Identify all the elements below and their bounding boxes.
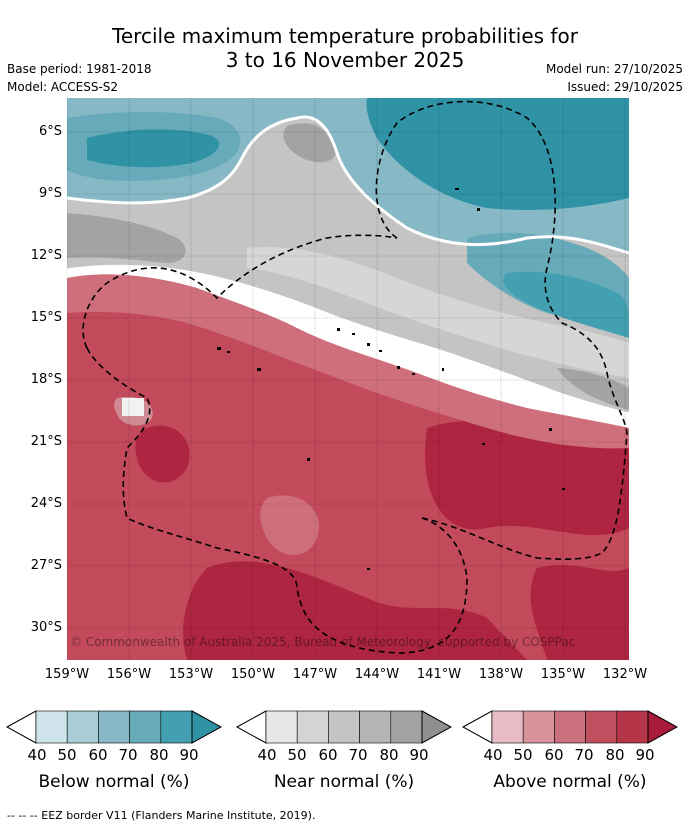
colorbar-segment	[129, 710, 162, 744]
above-normal-dark-patch	[425, 418, 629, 536]
colorbar-title-above: Above normal (%)	[493, 772, 647, 792]
below-normal-dark	[87, 129, 220, 168]
colorbar-tick: 40	[257, 746, 277, 764]
colorbar-extension-low	[236, 710, 267, 744]
colorbar-tick: 90	[635, 746, 655, 764]
lon-label: 147°W	[292, 667, 338, 682]
lat-label: 30°S	[30, 620, 62, 635]
colorbar-segment	[296, 710, 329, 744]
colorbar-near-normal	[236, 710, 452, 744]
lon-label: 141°W	[416, 667, 462, 682]
lon-label: 135°W	[540, 667, 586, 682]
below-normal-dark	[366, 98, 629, 210]
lon-label: 144°W	[354, 667, 400, 682]
below-normal-dark	[503, 271, 629, 338]
colorbar-tick: 90	[409, 746, 429, 764]
model-run: Model run: 27/10/2025	[545, 62, 683, 76]
colorbar-segment	[66, 710, 99, 744]
colorbar-below-normal	[6, 710, 222, 744]
colorbar-tick: 40	[27, 746, 47, 764]
eez-border-french-polynesia-north	[375, 100, 628, 434]
above-normal-dark-patch	[530, 565, 629, 660]
islands	[217, 188, 565, 570]
colorbar-extension-high	[421, 710, 452, 744]
colorbar-tick: 40	[483, 746, 503, 764]
lat-label: 6°S	[38, 124, 62, 139]
lat-label: 9°S	[38, 186, 62, 201]
colorbar-extension-low	[6, 710, 37, 744]
above-normal-light-patch	[260, 495, 319, 555]
map-title: Tercile maximum temperature probabilitie…	[0, 24, 690, 72]
eez-border-west	[86, 347, 468, 654]
eez-border-central	[82, 234, 398, 349]
colorbar-segment	[35, 710, 68, 744]
lat-label: 12°S	[30, 248, 62, 263]
colorbar-segment	[585, 710, 618, 744]
above-normal-light-patch	[67, 274, 629, 449]
copyright-watermark: © Commonwealth of Australia 2025, Bureau…	[70, 635, 576, 649]
issued-date: Issued: 29/10/2025	[567, 80, 683, 94]
probability-map	[67, 98, 629, 660]
lon-label: 138°W	[478, 667, 524, 682]
colorbar-segment	[160, 710, 193, 744]
colorbar-title-near: Near normal (%)	[273, 772, 415, 792]
colorbar-segment	[616, 710, 649, 744]
lon-label: 159°W	[44, 667, 90, 682]
colorbar-segment	[491, 710, 524, 744]
lon-label: 156°W	[106, 667, 152, 682]
colorbar-title-below: Below normal (%)	[38, 772, 190, 792]
base-period: Base period: 1981-2018	[7, 62, 152, 76]
colorbar-extension-high	[647, 710, 678, 744]
model-name: Model: ACCESS-S2	[7, 80, 119, 94]
colorbar-tick: 80	[379, 746, 399, 764]
colorbar-above-normal	[462, 710, 678, 744]
colorbar-segment	[98, 710, 130, 744]
colorbar-tick: 60	[88, 746, 108, 764]
below-normal-white-edge	[67, 115, 629, 255]
colorbar-tick: 80	[149, 746, 169, 764]
lat-label: 18°S	[30, 372, 62, 387]
lon-label: 132°W	[602, 667, 648, 682]
colorbar-tick: 60	[318, 746, 338, 764]
near-normal-dark	[557, 368, 629, 410]
lon-label: 150°W	[230, 667, 276, 682]
colorbar-tick: 70	[118, 746, 138, 764]
colorbar-tick: 50	[287, 746, 307, 764]
metadata-left: Base period: 1981-2018 Model: ACCESS-S2	[7, 60, 152, 96]
colorbar-tick: 90	[179, 746, 199, 764]
near-normal-light	[247, 247, 629, 378]
title-line-2: 3 to 16 November 2025	[225, 48, 465, 72]
colorbar-tick: 80	[605, 746, 625, 764]
colorbar-tick: 70	[348, 746, 368, 764]
colorbar-tick: 50	[513, 746, 533, 764]
graticule	[67, 98, 629, 660]
above-normal-dark-patch	[135, 425, 190, 483]
colorbar-tick: 60	[544, 746, 564, 764]
eez-borders	[82, 100, 628, 654]
lat-label: 24°S	[30, 496, 62, 511]
lat-label: 27°S	[30, 558, 62, 573]
near-above-white-edge	[67, 264, 629, 416]
colorbar-segment	[328, 710, 360, 744]
colorbar-segment	[522, 710, 555, 744]
colorbar-segment	[390, 710, 423, 744]
lon-label: 153°W	[168, 667, 214, 682]
colorbar-segment	[265, 710, 298, 744]
lat-label: 21°S	[30, 434, 62, 449]
colorbar-segment	[359, 710, 392, 744]
eez-legend-footer: -- -- -- EEZ border V11 (Flanders Marine…	[7, 809, 316, 822]
lat-label: 15°S	[30, 310, 62, 325]
above-normal-dark-patch	[183, 561, 527, 660]
metadata-right: Model run: 27/10/2025 Issued: 29/10/2025	[546, 60, 683, 96]
near-normal-white-patch	[122, 398, 144, 416]
near-normal-dark	[283, 123, 336, 163]
colorbar-tick: 70	[574, 746, 594, 764]
colorbar-extension-high	[191, 710, 222, 744]
colorbar-extension-low	[462, 710, 493, 744]
colorbar-tick: 50	[57, 746, 77, 764]
title-line-1: Tercile maximum temperature probabilitie…	[112, 24, 578, 48]
colorbar-segment	[554, 710, 586, 744]
near-normal-dark	[67, 213, 186, 263]
boundary-white	[67, 266, 629, 428]
